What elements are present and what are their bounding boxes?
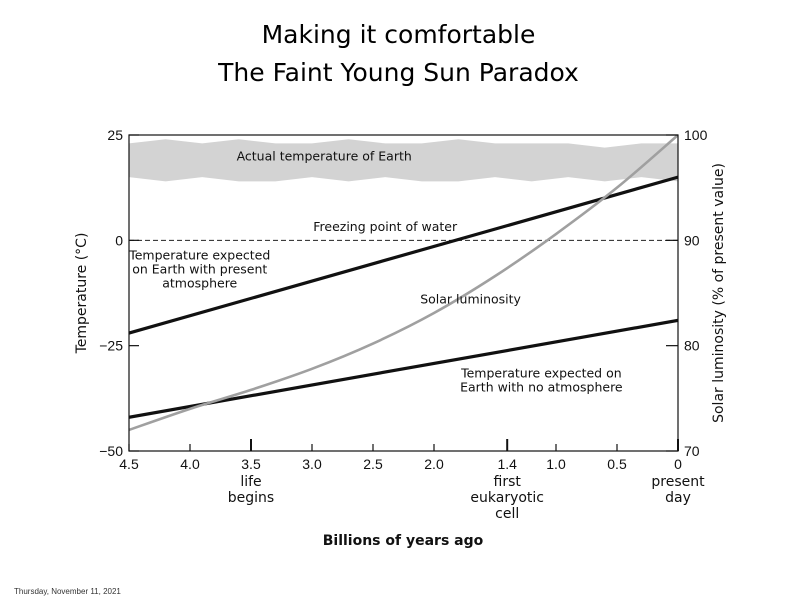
footer-date: Thursday, November 11, 2021 <box>14 587 121 596</box>
page-title: Making it comfortable <box>261 20 536 49</box>
x-tick-label: 1.4 <box>497 456 517 472</box>
x-tick-label: 4.5 <box>119 456 139 472</box>
x-tick-label: 3.5 <box>241 456 261 472</box>
plot-frame <box>128 134 679 452</box>
y-left-axis-title: Temperature (°C) <box>74 233 90 355</box>
y-right-tick-label: 70 <box>684 443 700 459</box>
x-axis-title: Billions of years ago <box>323 533 484 549</box>
x-tick-label: 2.0 <box>424 456 444 472</box>
y-left-tick-label: 0 <box>115 232 123 248</box>
chart-annotation: Actual temperature of Earth <box>237 148 412 163</box>
x-tick-label: 2.5 <box>363 456 383 472</box>
y-right-tick-label: 100 <box>684 127 708 143</box>
present-atmosphere-line <box>129 175 678 335</box>
milestone-label: present day <box>651 474 705 506</box>
x-tick-label: 0 <box>674 456 682 472</box>
x-tick-label: 0.5 <box>607 456 627 472</box>
solar-luminosity-line <box>129 135 678 432</box>
x-tick-label: 3.0 <box>302 456 322 472</box>
y-left-tick-label: −25 <box>99 338 123 354</box>
y-right-tick-label: 80 <box>684 338 700 354</box>
chart-annotation: Solar luminosity <box>420 292 521 307</box>
page-subtitle: The Faint Young Sun Paradox <box>218 58 579 87</box>
x-tick-label: 1.0 <box>546 456 566 472</box>
milestone-label: life begins <box>228 474 274 506</box>
milestone-label: first eukaryotic cell <box>470 474 544 522</box>
y-left-tick-label: 25 <box>107 127 123 143</box>
y-left-tick-label: −50 <box>99 443 123 459</box>
chart-annotation: Freezing point of water <box>313 219 458 234</box>
y-right-tick-label: 90 <box>684 232 700 248</box>
no-atmosphere-line <box>129 318 678 419</box>
actual-temperature-band <box>129 139 678 182</box>
chart-annotation: Temperature expected on Earth with presen… <box>128 247 270 290</box>
x-tick-label: 4.0 <box>180 456 200 472</box>
y-right-axis-title: Solar luminosity (% of present value) <box>711 163 727 423</box>
chart-annotation: Temperature expected on Earth with no atm… <box>460 365 623 394</box>
